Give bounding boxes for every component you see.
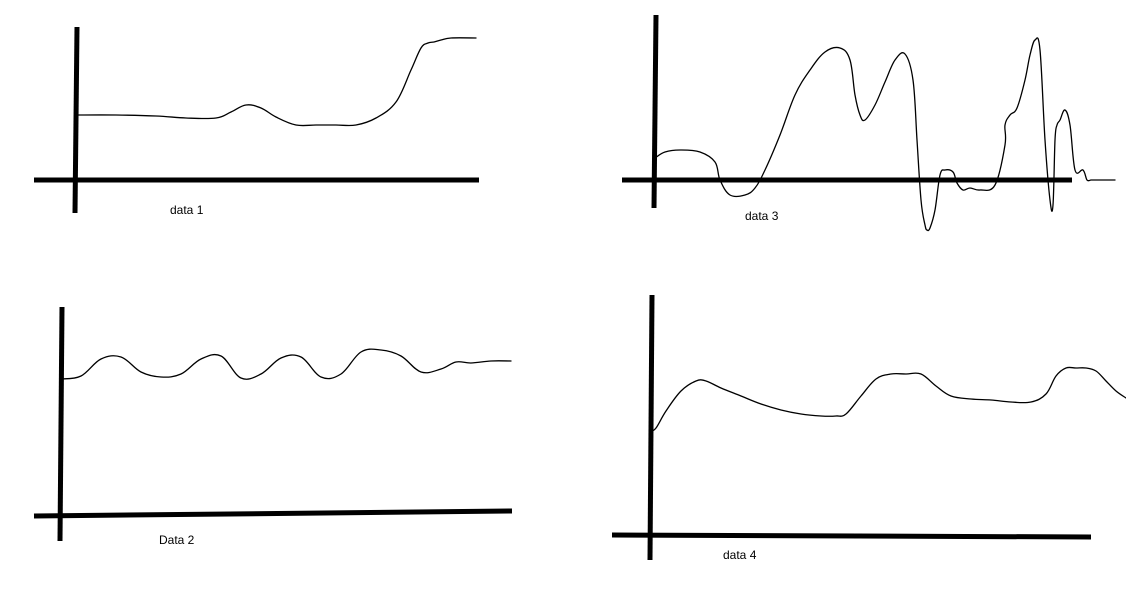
chart-2-x-label: Data 2: [159, 533, 195, 547]
chart-panel-4: data 4: [611, 294, 1126, 562]
chart-3-y-axis: [651, 14, 659, 209]
chart-4-series-line: [650, 366, 1126, 432]
chart-4-x-axis: [611, 532, 1092, 540]
chart-4-x-label: data 4: [723, 548, 757, 562]
chart-2-series-line: [60, 348, 512, 380]
chart-panel-3: data 3: [622, 14, 1116, 232]
chart-3-x-label: data 3: [745, 209, 779, 223]
chart-3-series-line: [654, 37, 1116, 232]
chart-1-series-line: [75, 37, 477, 127]
chart-4-y-axis: [647, 294, 655, 561]
chart-panel-1: data 1: [34, 26, 479, 217]
chart-2-y-axis: [57, 306, 65, 542]
chart-2-x-axis: [33, 508, 513, 519]
chart-1-x-label: data 1: [170, 203, 204, 217]
chart-panel-2: Data 2: [33, 306, 513, 547]
chart-1-y-axis: [72, 26, 80, 214]
